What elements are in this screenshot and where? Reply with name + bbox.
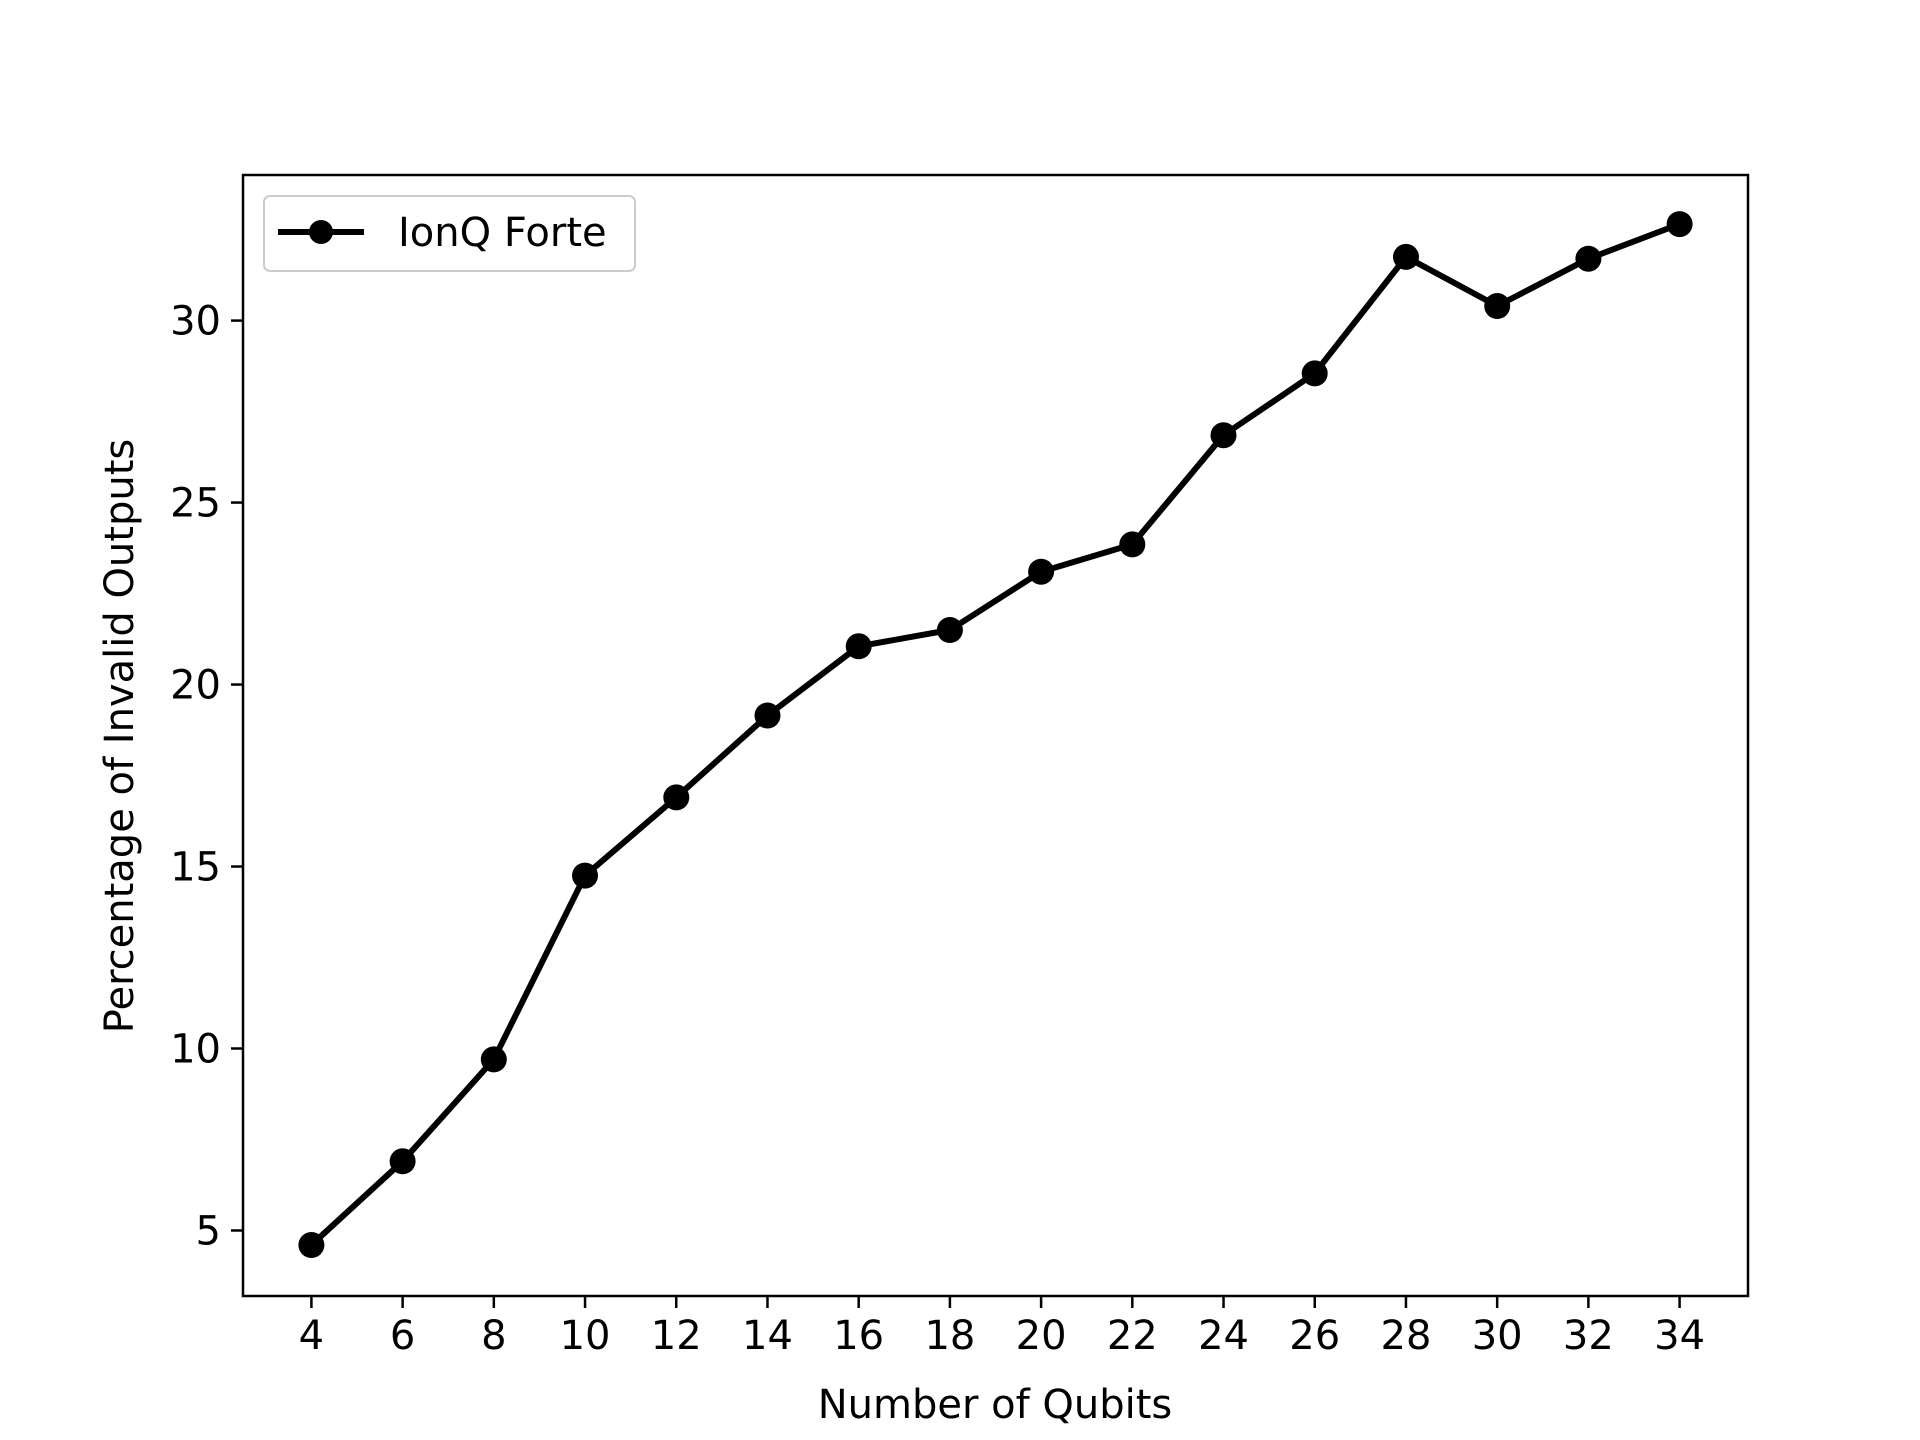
x-tick-label-30: 30 <box>1472 1313 1523 1359</box>
legend-label-ionq-forte: IonQ Forte <box>398 210 607 256</box>
data-point-8 <box>480 1046 507 1073</box>
data-point-14 <box>754 702 781 729</box>
data-point-30 <box>1484 293 1511 319</box>
data-point-12 <box>663 784 690 811</box>
data-point-18 <box>936 617 963 643</box>
y-tick-label-25: 25 <box>170 481 221 527</box>
axes-frame <box>241 173 1750 1298</box>
y-tick-label-30: 30 <box>170 299 221 345</box>
x-tick-label-10: 10 <box>560 1313 611 1359</box>
x-tick-label-4: 4 <box>299 1313 324 1359</box>
data-point-24 <box>1210 422 1237 449</box>
data-point-4 <box>298 1232 325 1258</box>
x-tick-label-18: 18 <box>924 1313 975 1359</box>
x-tick-label-28: 28 <box>1381 1313 1432 1359</box>
data-point-22 <box>1119 531 1146 558</box>
data-point-20 <box>1028 558 1055 585</box>
x-tick-label-32: 32 <box>1563 1313 1614 1359</box>
data-point-26 <box>1301 360 1328 387</box>
x-tick-label-16: 16 <box>833 1313 884 1359</box>
x-tick-label-12: 12 <box>651 1313 702 1359</box>
axes: 4 6 8 10 12 14 16 18 20 22 24 26 28 30 32 34 5 10 15 20 25 30 <box>170 173 1750 1359</box>
plot-area <box>298 211 1693 1258</box>
y-tick-label-10: 10 <box>170 1027 221 1073</box>
y-axis-label: Percentage of Invalid Outputs <box>97 439 143 1033</box>
data-point-34 <box>1666 211 1693 238</box>
y-tick-label-5: 5 <box>196 1208 221 1254</box>
data-point-32 <box>1575 245 1602 272</box>
x-tick-label-22: 22 <box>1107 1313 1158 1359</box>
x-tick-label-24: 24 <box>1198 1313 1249 1359</box>
y-tick-label-20: 20 <box>170 663 221 709</box>
data-point-28 <box>1393 243 1419 270</box>
y-tick-label-15: 15 <box>170 845 221 891</box>
x-tick-label-6: 6 <box>390 1313 415 1359</box>
data-point-6 <box>389 1148 416 1175</box>
legend-marker-sample <box>309 220 333 244</box>
x-axis-label: Number of Qubits <box>818 1382 1173 1428</box>
x-tick-label-14: 14 <box>742 1313 793 1359</box>
series-line-0 <box>308 221 1683 1248</box>
legend: IonQ Forte <box>263 195 636 272</box>
x-tick-label-34: 34 <box>1654 1313 1705 1359</box>
data-point-10 <box>572 862 598 889</box>
x-tick-label-8: 8 <box>481 1313 506 1359</box>
legend-frame <box>263 195 636 272</box>
x-tick-label-20: 20 <box>1016 1313 1067 1359</box>
data-point-16 <box>845 633 872 660</box>
x-tick-label-26: 26 <box>1289 1313 1340 1359</box>
